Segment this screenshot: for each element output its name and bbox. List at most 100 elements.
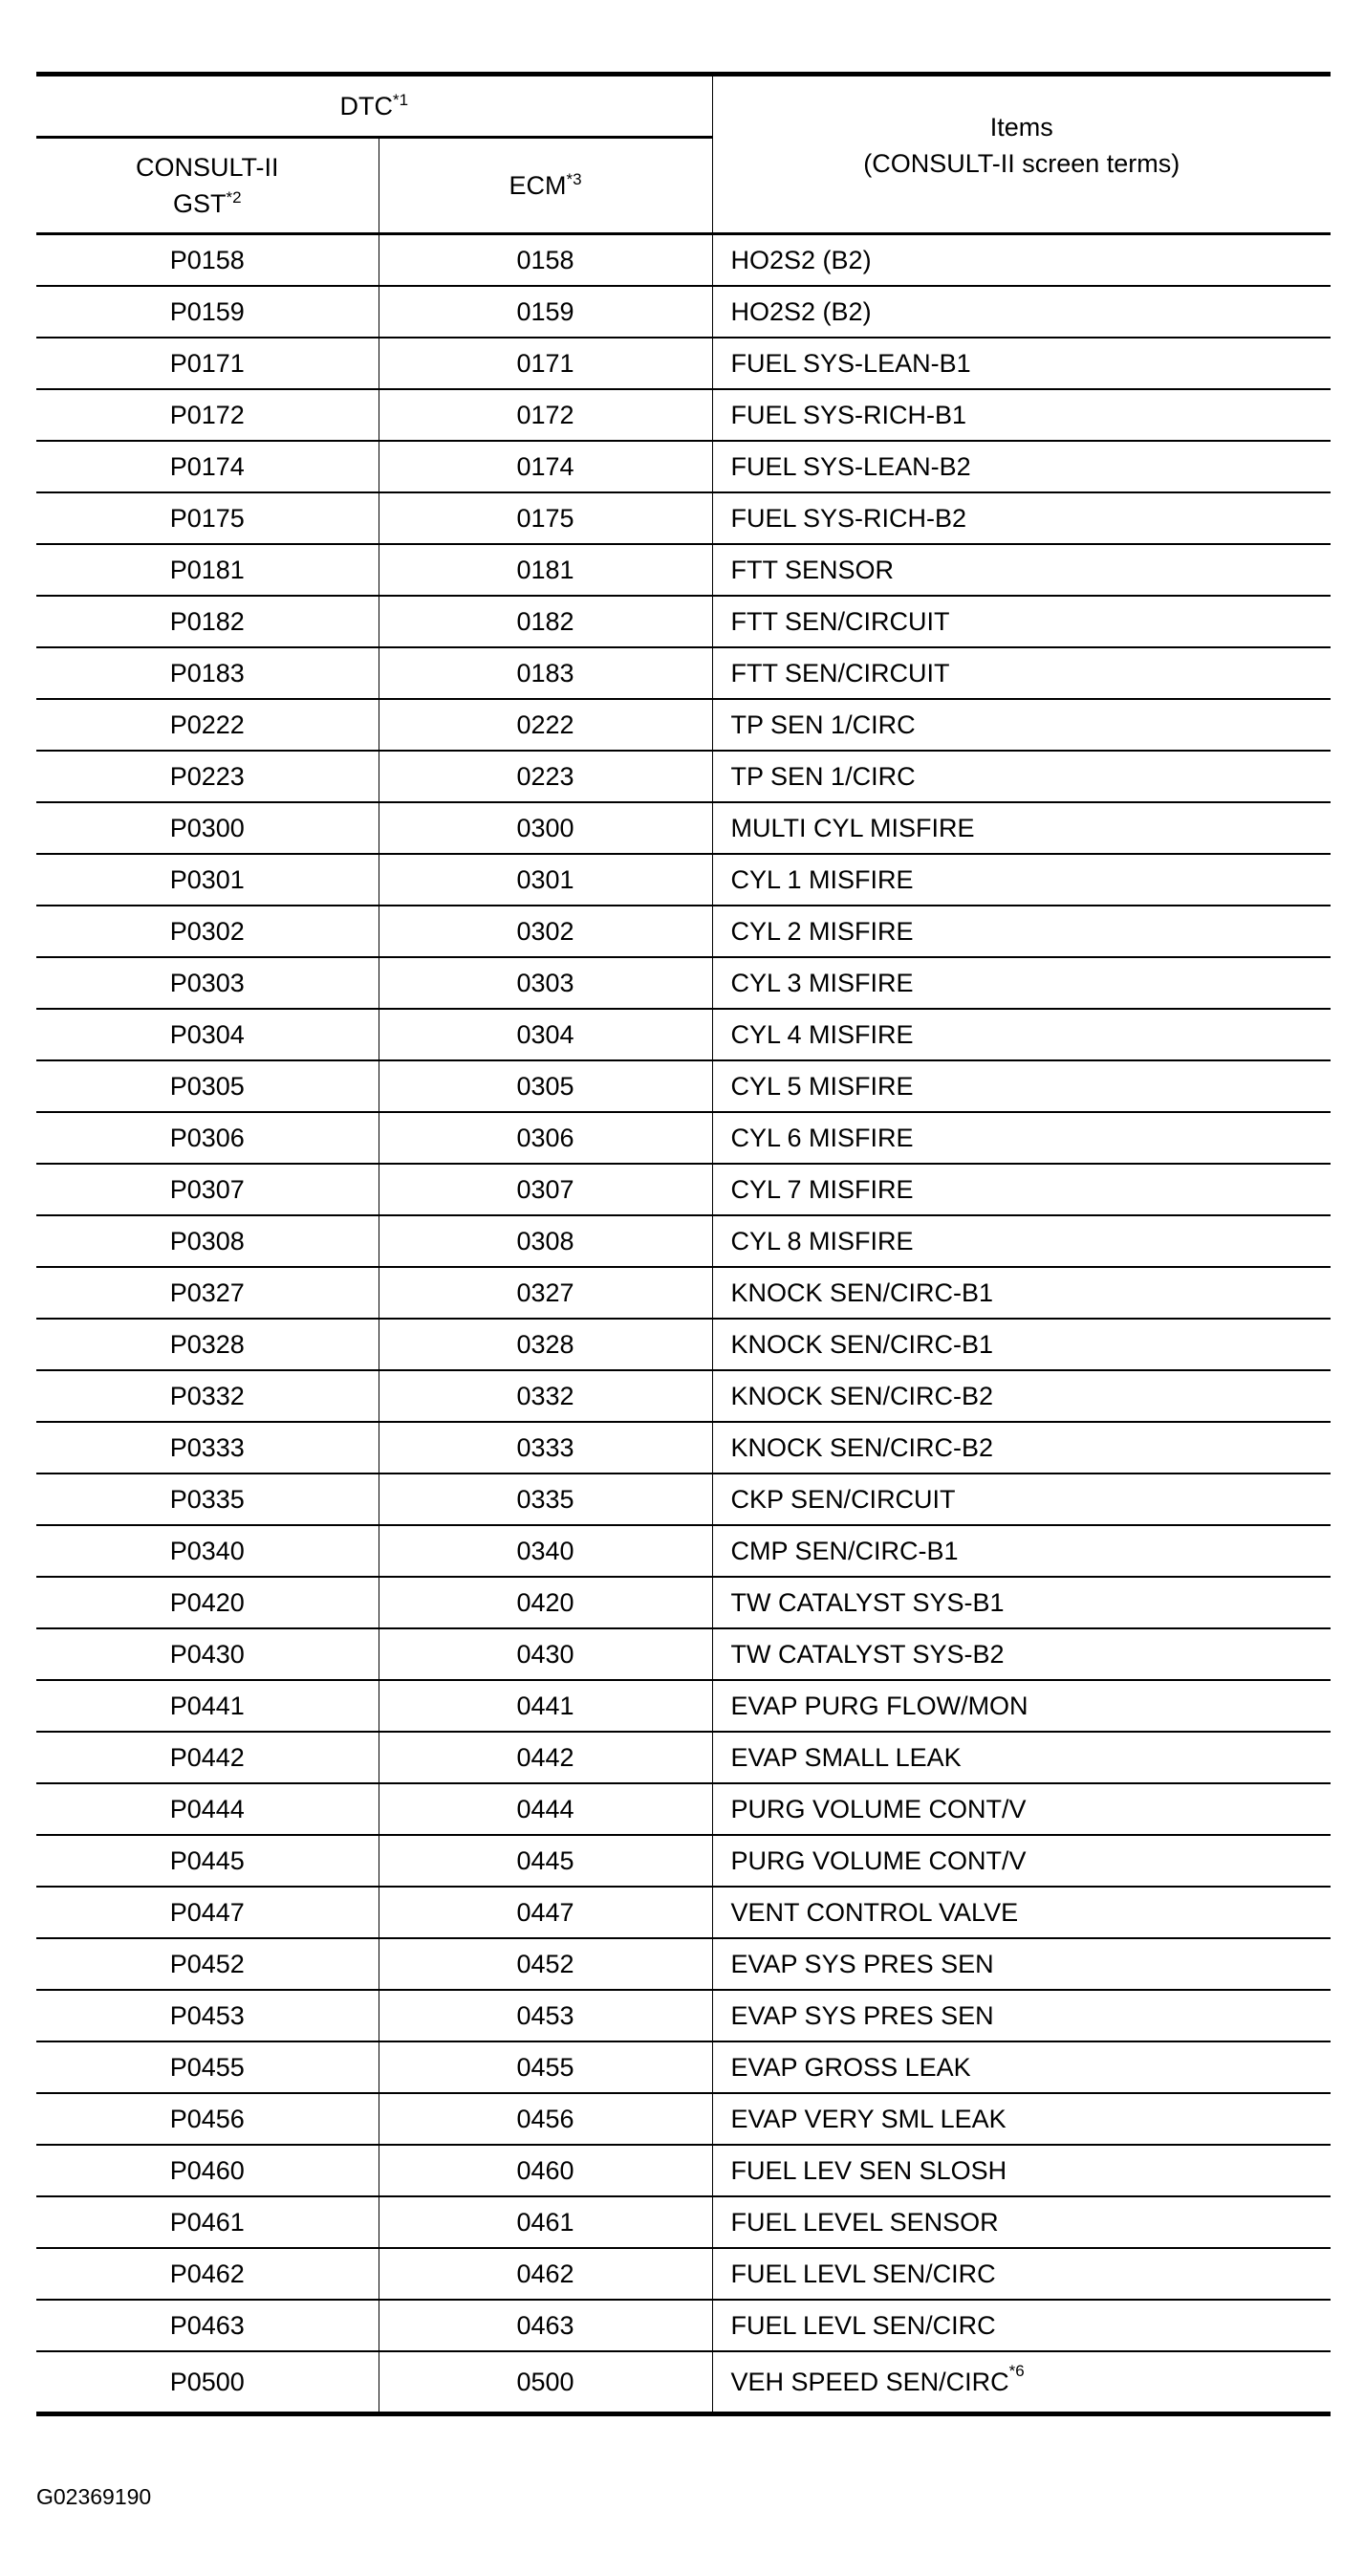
item-term: TP SEN 1/CIRC [711,750,1332,802]
table-row: P0456 0456 EVAP VERY SML LEAK [36,2092,1332,2145]
ecm-code: 0181 [378,543,713,596]
ecm-code: 0335 [378,1473,713,1525]
ecm-code: 0223 [378,750,713,802]
ecm-code: 0332 [378,1369,713,1422]
table-row: P0303 0303 CYL 3 MISFIRE [36,956,1332,1009]
consult-gst-code: P0430 [36,1627,379,1680]
consult-gst-code: P0158 [36,232,379,286]
consult-gst-code: P0460 [36,2144,379,2196]
consult-gst-code: P0500 [36,2350,379,2416]
table-row: P0332 0332 KNOCK SEN/CIRC-B2 [36,1369,1332,1422]
table-row: P0328 0328 KNOCK SEN/CIRC-B1 [36,1318,1332,1370]
item-term: KNOCK SEN/CIRC-B2 [711,1369,1332,1422]
ecm-code: 0453 [378,1989,713,2041]
table-row: P0442 0442 EVAP SMALL LEAK [36,1731,1332,1783]
table-row: P0182 0182 FTT SEN/CIRCUIT [36,595,1332,647]
table-row: P0335 0335 CKP SEN/CIRCUIT [36,1473,1332,1525]
consult-gst-code: P0307 [36,1163,379,1215]
table-row: P0301 0301 CYL 1 MISFIRE [36,853,1332,906]
item-term: EVAP GROSS LEAK [711,2041,1332,2093]
item-term: FUEL SYS-RICH-B1 [711,388,1332,441]
table-row: P0420 0420 TW CATALYST SYS-B1 [36,1576,1332,1628]
table-row: P0430 0430 TW CATALYST SYS-B2 [36,1627,1332,1680]
consult-gst-code: P0445 [36,1834,379,1887]
ecm-code: 0222 [378,698,713,751]
item-term: EVAP PURG FLOW/MON [711,1679,1332,1732]
consult-gst-code: P0159 [36,285,379,338]
item-term: HO2S2 (B2) [711,285,1332,338]
table-row: P0460 0460 FUEL LEV SEN SLOSH [36,2144,1332,2196]
item-term: EVAP SYS PRES SEN [711,1937,1332,1990]
consult-gst-code: P0172 [36,388,379,441]
ecm-code: 0300 [378,801,713,854]
ecm-code: 0452 [378,1937,713,1990]
consult-gst-code: P0303 [36,956,379,1009]
ecm-code: 0500 [378,2350,713,2416]
ecm-code: 0327 [378,1266,713,1319]
consult-gst-code: P0308 [36,1214,379,1267]
consult-gst-code: P0463 [36,2299,379,2351]
item-term: FUEL LEVEL SENSOR [711,2195,1332,2248]
item-term: EVAP SYS PRES SEN [711,1989,1332,2041]
consult-gst-code: P0302 [36,905,379,957]
ecm-code: 0183 [378,646,713,699]
ecm-code: 0171 [378,337,713,389]
consult-gst-code: P0332 [36,1369,379,1422]
table-row: P0159 0159 HO2S2 (B2) [36,285,1332,338]
consult-gst-header: CONSULT-II GST*2 [135,153,279,218]
ecm-code: 0430 [378,1627,713,1680]
table-row: P0223 0223 TP SEN 1/CIRC [36,750,1332,802]
consult-gst-code: P0174 [36,440,379,492]
consult-gst-code: P0462 [36,2247,379,2300]
consult-gst-code: P0306 [36,1111,379,1164]
table-row: P0444 0444 PURG VOLUME CONT/V [36,1782,1332,1835]
item-term: CYL 2 MISFIRE [711,905,1332,957]
consult-gst-code: P0456 [36,2092,379,2145]
consult-gst-code: P0335 [36,1473,379,1525]
ecm-code: 0340 [378,1524,713,1577]
item-term: PURG VOLUME CONT/V [711,1834,1332,1887]
ecm-code: 0460 [378,2144,713,2196]
item-term: EVAP SMALL LEAK [711,1731,1332,1783]
consult-gst-code: P0301 [36,853,379,906]
table-row: P0445 0445 PURG VOLUME CONT/V [36,1834,1332,1887]
consult-gst-code: P0455 [36,2041,379,2093]
ecm-header: ECM*3 [378,137,713,234]
item-term: CYL 3 MISFIRE [711,956,1332,1009]
item-term: FUEL LEVL SEN/CIRC [711,2247,1332,2300]
consult-gst-code: P0452 [36,1937,379,1990]
ecm-code: 0333 [378,1421,713,1474]
item-term: CYL 7 MISFIRE [711,1163,1332,1215]
table-row: P0181 0181 FTT SENSOR [36,543,1332,596]
item-term: TP SEN 1/CIRC [711,698,1332,751]
item-term: FUEL LEVL SEN/CIRC [711,2299,1332,2351]
ecm-code: 0172 [378,388,713,441]
table-row: P0461 0461 FUEL LEVEL SENSOR [36,2195,1332,2248]
item-term: CKP SEN/CIRCUIT [711,1473,1332,1525]
table-row: P0340 0340 CMP SEN/CIRC-B1 [36,1524,1332,1577]
consult-gst-code: P0420 [36,1576,379,1628]
ecm-code: 0158 [378,232,713,286]
table-row: P0307 0307 CYL 7 MISFIRE [36,1163,1332,1215]
ecm-code: 0445 [378,1834,713,1887]
consult-gst-code: P0171 [36,337,379,389]
item-term: PURG VOLUME CONT/V [711,1782,1332,1835]
item-term: VENT CONTROL VALVE [711,1886,1332,1938]
ecm-code: 0328 [378,1318,713,1370]
footnote-marker: *6 [1008,2361,1025,2380]
ecm-code: 0462 [378,2247,713,2300]
table-row: P0304 0304 CYL 4 MISFIRE [36,1008,1332,1060]
ecm-code: 0456 [378,2092,713,2145]
consult-gst-code: P0453 [36,1989,379,2041]
ecm-code: 0174 [378,440,713,492]
consult-gst-code: P0328 [36,1318,379,1370]
item-term: FTT SEN/CIRCUIT [711,595,1332,647]
item-term: FUEL LEV SEN SLOSH [711,2144,1332,2196]
table-row: P0302 0302 CYL 2 MISFIRE [36,905,1332,957]
consult-gst-code: P0444 [36,1782,379,1835]
consult-gst-code: P0461 [36,2195,379,2248]
ecm-code: 0307 [378,1163,713,1215]
table-row: P0453 0453 EVAP SYS PRES SEN [36,1989,1332,2041]
table-row: P0175 0175 FUEL SYS-RICH-B2 [36,491,1332,544]
ecm-code: 0442 [378,1731,713,1783]
